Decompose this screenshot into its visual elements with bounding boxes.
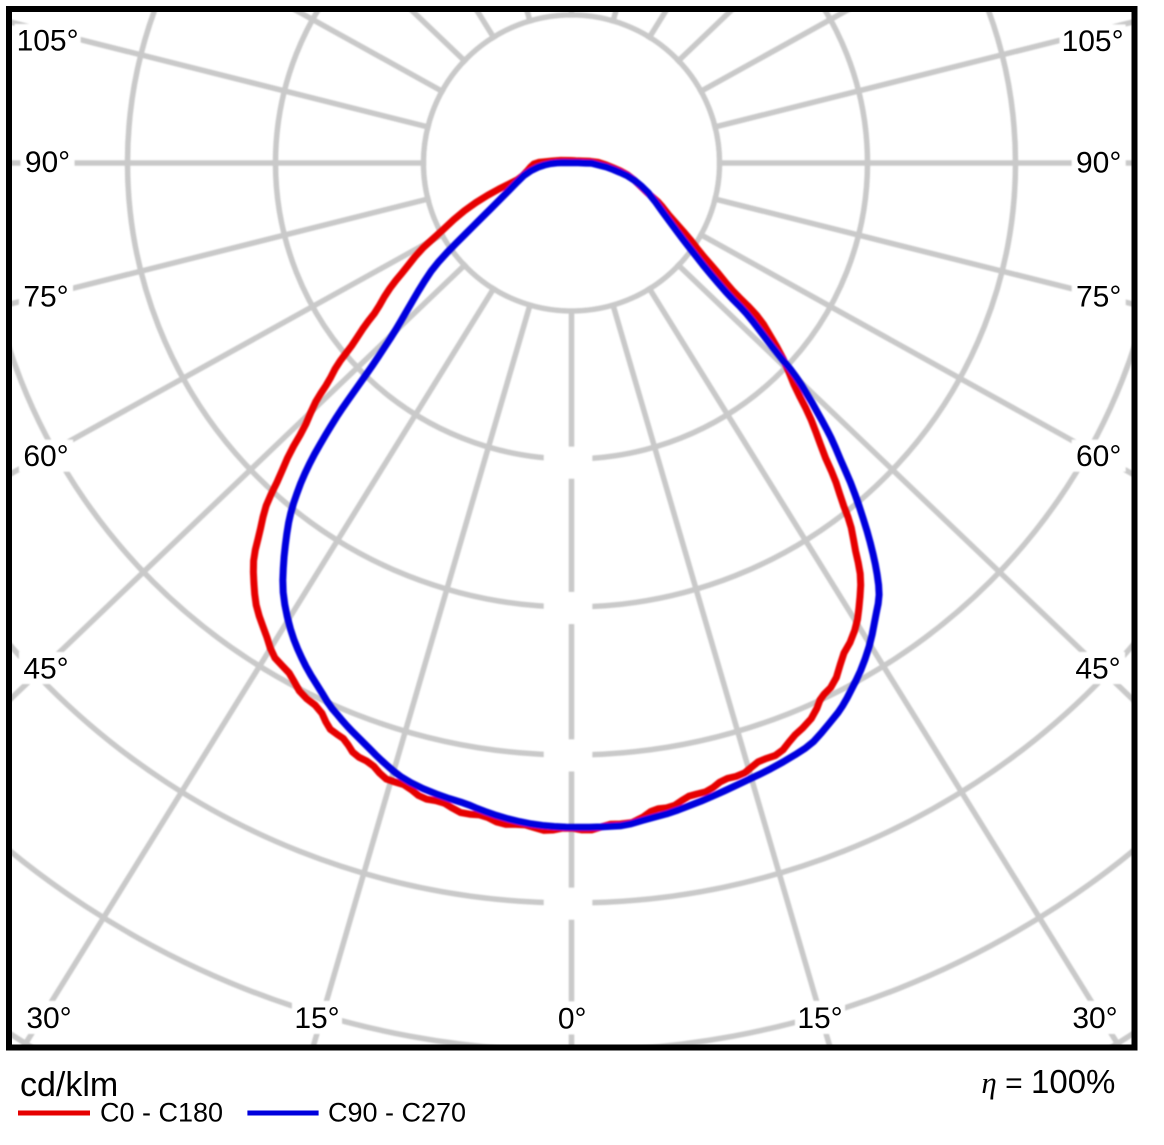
svg-text:60°: 60° [1076,440,1121,473]
svg-text:C90 - C270: C90 - C270 [328,1098,466,1128]
svg-text:30°: 30° [1072,1002,1117,1035]
svg-text:90°: 90° [1076,147,1121,180]
svg-text:105°: 105° [1062,25,1124,58]
svg-text:45°: 45° [1075,653,1120,686]
svg-text:90°: 90° [25,146,70,179]
svg-text:75°: 75° [23,280,68,313]
svg-text:60°: 60° [23,440,68,473]
svg-text:15°: 15° [797,1002,842,1035]
svg-text:η = 100%: η = 100% [981,1063,1115,1100]
svg-text:75°: 75° [1076,280,1121,313]
svg-text:15°: 15° [294,1002,339,1035]
svg-text:0°: 0° [558,1002,587,1035]
svg-text:cd/klm: cd/klm [20,1066,118,1104]
svg-text:30°: 30° [26,1002,71,1035]
svg-text:45°: 45° [23,653,68,686]
svg-text:105°: 105° [17,25,79,58]
svg-text:C0 - C180: C0 - C180 [100,1098,223,1128]
